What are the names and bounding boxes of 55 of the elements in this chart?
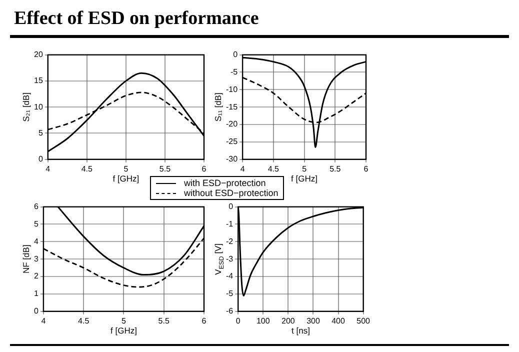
x-tick-label: 5	[302, 164, 308, 174]
x-tick-label: 100	[256, 316, 270, 326]
y-tick-label: 0	[228, 202, 234, 212]
y-tick-label: -5	[230, 67, 238, 76]
y-axis-title: S₂₁ [dB]	[21, 92, 31, 122]
chart-title: Effect of ESD on performance	[14, 8, 259, 30]
x-tick-label: 300	[306, 316, 320, 326]
y-tick-label: -10	[226, 84, 238, 94]
y-tick-label: -2	[226, 236, 234, 246]
y-tick-label: -15	[226, 102, 238, 112]
y-tick-label: -20	[226, 120, 238, 129]
legend-label: without ESD−protection	[184, 188, 278, 198]
x-tick-label: 400	[332, 316, 346, 326]
x-tick-label: 500	[356, 316, 371, 326]
x-tick-label: 4	[46, 164, 51, 174]
x-tick-label: 5.5	[159, 164, 172, 174]
y-tick-label: 6	[34, 202, 39, 212]
x-tick-label: 200	[282, 316, 296, 326]
x-tick-label: 5.5	[330, 164, 342, 174]
y-tick-label: -25	[226, 137, 238, 146]
y-tick-label: 20	[34, 50, 44, 60]
x-tick-label: 6	[364, 164, 369, 174]
x-tick-label: 5.5	[158, 316, 170, 326]
y-tick-label: 0	[34, 306, 39, 316]
y-tick-label: 0	[38, 154, 44, 164]
y-tick-label: 5	[34, 219, 39, 228]
y-tick-label: -3	[226, 254, 234, 264]
x-axis-title: f [GHz]	[291, 173, 318, 184]
x-axis-title: f [GHz]	[110, 325, 137, 336]
y-tick-label: 1	[34, 289, 39, 298]
y-tick-label: 0	[233, 50, 238, 60]
y-tick-label: 2	[34, 272, 39, 281]
legend-label: with ESD−protection	[184, 178, 266, 188]
y-tick-label: 5	[38, 128, 44, 138]
x-tick-label: 6	[202, 316, 207, 326]
x-tick-label: 4.5	[81, 164, 94, 174]
x-axis-title: f [GHz]	[112, 173, 140, 184]
y-tick-label: -4	[226, 272, 234, 281]
y-tick-label: -1	[226, 219, 234, 228]
y-tick-label: 15	[34, 76, 44, 86]
x-tick-label: 5	[124, 164, 129, 174]
x-tick-label: 5	[122, 316, 126, 326]
x-tick-label: 4.5	[268, 164, 280, 174]
x-tick-label: 4.5	[78, 316, 90, 326]
x-tick-label: 4	[240, 164, 246, 174]
x-tick-label: 6	[202, 164, 207, 174]
y-tick-label: -30	[226, 154, 238, 164]
y-tick-label: 3	[34, 254, 39, 264]
y-tick-label: 4	[34, 236, 39, 246]
y-axis-title: S₁₁ [dB]	[213, 92, 223, 122]
y-axis-title: NF [dB]	[21, 244, 31, 274]
x-axis-title: t [ns]	[292, 325, 310, 336]
y-tick-label: -5	[226, 289, 234, 298]
y-tick-label: -6	[226, 306, 234, 316]
y-tick-label: 10	[34, 102, 44, 112]
